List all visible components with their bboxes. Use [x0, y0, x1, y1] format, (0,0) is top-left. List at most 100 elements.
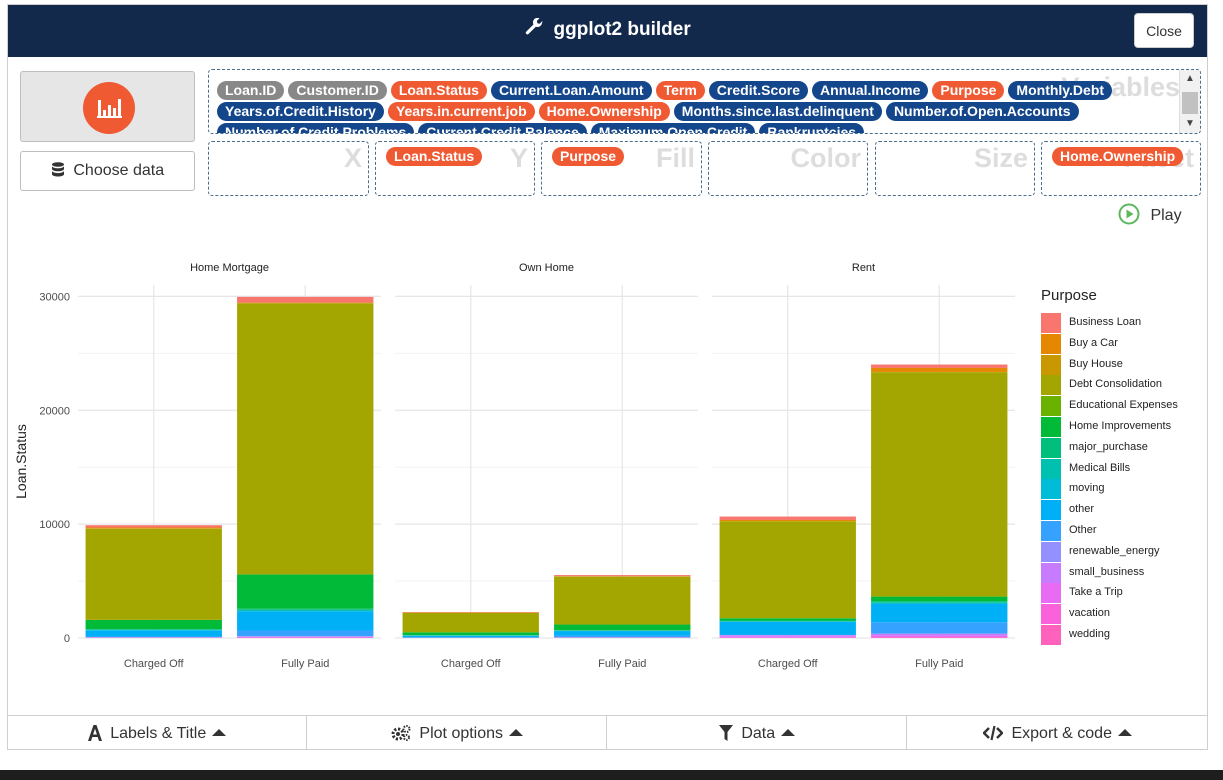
bar-segment: [402, 612, 539, 633]
legend-label: Buy House: [1069, 357, 1123, 370]
slot-value-pill[interactable]: Loan.Status: [386, 147, 483, 166]
legend-swatch: [1041, 562, 1061, 583]
x-tick-label: Fully Paid: [281, 658, 329, 670]
bar-segment: [85, 629, 222, 631]
variable-pill[interactable]: Term: [655, 81, 705, 100]
bar-segment: [237, 609, 374, 611]
code-icon: [982, 725, 1004, 741]
slot-x[interactable]: X: [208, 141, 369, 196]
scroll-down-icon[interactable]: ▼: [1185, 118, 1195, 129]
bar-segment: [719, 622, 856, 635]
bar-segment: [85, 527, 222, 529]
bar-segment: [719, 621, 856, 622]
chart-area: Home Mortgage Charged Off Fully Paid Own Ho…: [8, 245, 1028, 690]
bar-segment: [871, 604, 1008, 623]
scroll-up-icon[interactable]: ▲: [1185, 73, 1195, 84]
tab-plot-options[interactable]: Plot options: [308, 716, 607, 750]
slot-color[interactable]: Color: [708, 141, 868, 196]
legend-label: Debt Consolidation: [1069, 378, 1162, 391]
gears-icon: [391, 725, 411, 741]
legend-label: Home Improvements: [1069, 420, 1172, 432]
slot-label: Color: [790, 143, 862, 173]
legend-swatch: [1041, 313, 1061, 333]
bar-segment: [237, 303, 374, 575]
bar-segment: [85, 630, 222, 637]
variable-pill[interactable]: Current.Credit.Balance: [418, 123, 587, 133]
x-tick-label: Fully Paid: [915, 658, 963, 670]
variable-pill[interactable]: Home.Ownership: [538, 102, 670, 121]
bar-segment: [85, 636, 222, 638]
variable-pill[interactable]: Number.of.Credit.Problems: [217, 123, 415, 133]
taskbar-strip: [0, 770, 1223, 780]
variable-pill[interactable]: Number.of.Open.Accounts: [885, 102, 1079, 121]
play-button[interactable]: Play: [1118, 203, 1182, 225]
play-icon: [1118, 203, 1140, 225]
modal-title-text: ggplot2 builder: [553, 19, 691, 40]
facet-strip-label: Rent: [852, 262, 875, 274]
y-tick-label: 10000: [39, 519, 70, 531]
bar-segment: [237, 302, 374, 304]
bar-segment: [871, 596, 1008, 602]
variable-pill[interactable]: Monthly.Debt: [1008, 81, 1113, 100]
variable-pill[interactable]: Maximum.Open.Credit: [590, 123, 756, 133]
bar-segment: [871, 635, 1008, 638]
bar-segment: [85, 525, 222, 528]
slot-fill[interactable]: Fill Purpose: [541, 141, 702, 196]
variables-scrollbar[interactable]: ▲ ▼: [1179, 70, 1200, 133]
play-label: Play: [1150, 207, 1182, 224]
slot-value-pill[interactable]: Home.Ownership: [1052, 147, 1184, 166]
variables-panel: Variables Loan.ID Customer.ID Loan.Status C…: [208, 69, 1201, 134]
facet-strip-label: Home Mortgage: [190, 262, 269, 274]
tab-export-code-label: Export & code: [1011, 725, 1112, 742]
variable-pill[interactable]: Loan.ID: [217, 81, 285, 100]
slot-value-pill[interactable]: Purpose: [552, 147, 625, 166]
bar-segment: [85, 528, 222, 620]
bar-segment: [871, 372, 1008, 597]
tab-data[interactable]: Data: [608, 716, 907, 750]
bar-segment: [871, 622, 1008, 634]
bar-segment: [871, 602, 1008, 604]
tab-plot-options-label: Plot options: [419, 725, 504, 742]
slot-size[interactable]: Size: [875, 141, 1035, 196]
choose-data-label: Choose data: [73, 162, 165, 179]
tab-labels-title-label: Labels & Title: [110, 725, 207, 742]
variable-pill[interactable]: Months.since.last.delinquent: [673, 102, 882, 121]
legend-label: small_business: [1069, 565, 1145, 578]
variable-pill[interactable]: Loan.Status: [390, 81, 487, 100]
variable-pill[interactable]: Years.in.current.job: [387, 102, 535, 121]
tab-data-label: Data: [741, 725, 776, 742]
bar-segment: [871, 364, 1008, 368]
tab-labels-title[interactable]: Labels & Title: [8, 716, 307, 750]
legend-label: Other: [1069, 524, 1097, 536]
close-button[interactable]: Close: [1134, 13, 1194, 48]
variable-pill[interactable]: Current.Loan.Amount: [490, 81, 652, 100]
legend-label: Take a Trip: [1069, 586, 1123, 599]
slot-facet[interactable]: FacetHome.Ownership: [1041, 141, 1201, 196]
legend-label: wedding: [1069, 628, 1110, 640]
variable-pill[interactable]: Purpose: [932, 81, 1005, 100]
bar-segment: [237, 574, 374, 609]
legend-label: moving: [1069, 482, 1105, 495]
bar-segment: [719, 635, 856, 637]
y-tick-label: 0: [64, 633, 70, 645]
slot-y[interactable]: Y Loan.Status: [375, 141, 535, 196]
variable-pill[interactable]: Credit.Score: [708, 81, 809, 100]
variable-pill[interactable]: Annual.Income: [812, 81, 929, 100]
scroll-thumb[interactable]: [1182, 92, 1198, 114]
variable-pill[interactable]: Years.of.Credit.History: [217, 102, 384, 121]
y-axis-title: Loan.Status: [13, 424, 29, 499]
tab-export-code[interactable]: Export & code: [908, 716, 1207, 750]
variable-pill[interactable]: Bankruptcies: [759, 123, 865, 133]
bar-segment: [719, 519, 856, 522]
bar-segment: [871, 601, 1008, 603]
bar-segment: [402, 632, 539, 636]
bar-segment: [554, 575, 691, 577]
legend-swatch: [1041, 479, 1061, 500]
caret-up-icon: [1117, 729, 1132, 736]
legend-label: renewable_energy: [1069, 544, 1160, 557]
variable-pill[interactable]: Customer.ID: [288, 81, 387, 100]
legend-swatch: [1041, 583, 1061, 604]
legend-title: Purpose: [1041, 287, 1097, 304]
choose-data-button[interactable]: Choose data: [20, 151, 195, 191]
bar-segment: [871, 633, 1008, 636]
